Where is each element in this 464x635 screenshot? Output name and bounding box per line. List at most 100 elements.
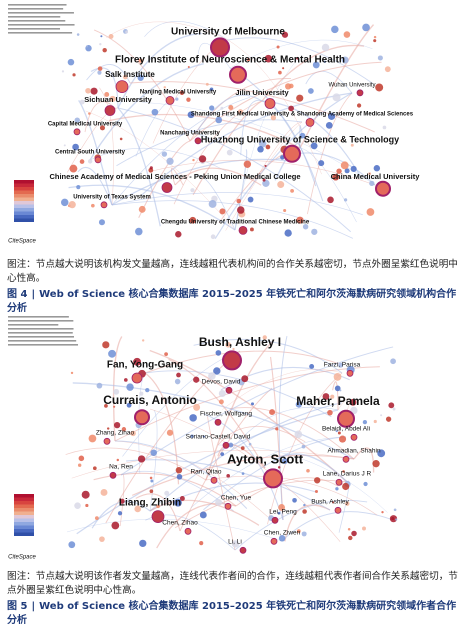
node-dot [384,66,391,73]
node [271,516,279,524]
node-dot [116,458,120,462]
edge [205,339,275,481]
node-dot [331,25,339,34]
header-line [8,8,64,10]
node-label: Ayton, Scott [227,451,304,466]
node-dot [303,503,306,507]
node-dot [232,347,235,351]
node-label: Lei, Peng [269,509,297,516]
node-dot [85,45,89,48]
node-label: Soriano-Castell, David [186,434,251,441]
node-dot [189,414,197,422]
legend-swatch [14,515,34,519]
node-dot [108,349,116,358]
node-dot [311,228,318,235]
node-dot [72,73,76,77]
edge [85,110,236,231]
node-dot [189,216,197,224]
node-dot [226,474,230,478]
node-dot [368,172,372,176]
node [184,527,192,535]
edge [149,349,348,483]
node-dot [96,382,103,389]
node [334,506,342,514]
legend-swatch [14,208,34,212]
node [210,37,230,58]
node-dot [193,403,201,411]
node [151,510,165,524]
node-dot [166,429,174,436]
node-dot [395,518,398,521]
node-dot [126,402,132,408]
node-dot [72,143,79,151]
node-dot [68,201,76,209]
node-dot [99,536,105,543]
node-dot [262,178,266,182]
node-dot [218,399,224,405]
node [214,418,222,426]
node-dot [302,224,309,230]
node [100,201,108,209]
node-label: University of Melbourne [171,27,285,38]
edge [67,107,119,173]
node-dot [150,479,154,483]
node-dot [338,435,347,443]
edge [193,338,343,374]
node-dot [113,388,120,395]
edge [144,372,180,485]
node [270,537,278,545]
node-dot [321,43,330,52]
node [283,144,301,163]
node-label: Farzi, Parisa [324,362,361,369]
node-dot [241,375,249,383]
node-dot [226,149,233,156]
node-dot [215,116,223,124]
node-dot [228,105,234,111]
node-dot [190,434,194,438]
node-dot [231,540,240,548]
node-dot [335,487,339,491]
node-dot [176,474,183,480]
node-label: Liang, Zhibin [119,498,181,509]
node-dot [161,151,168,157]
node [94,156,102,164]
node-label: Ran, Qitao [190,469,221,476]
header-line [8,344,79,346]
node-dot [277,181,285,189]
edge [299,147,357,223]
logo: CiteSpace [8,239,36,245]
node-label: Wuhan University [329,83,376,89]
figure-caption: 图 4 | Web of Science 核心合集数据库 2015–2025 年铁死… [7,288,459,316]
node-dot [277,511,281,515]
node-dot [179,496,185,501]
node-dot [133,357,142,366]
node-dot [281,458,288,464]
node-dot [275,427,279,431]
node-dot [284,229,292,237]
node [134,409,150,426]
node-dot [100,35,103,38]
edge [89,63,204,161]
node-dot [323,60,327,64]
legend-swatch [14,532,34,536]
node-dot [345,501,350,506]
node-dot [199,541,204,546]
edge [149,482,316,512]
edge [281,511,392,542]
node [131,372,143,384]
legend-swatch [14,194,34,198]
edge [168,358,266,469]
node-dot [156,504,160,509]
logo: CiteSpace [8,555,36,561]
node-dot [333,373,342,381]
node-dot [294,430,303,439]
legend-swatch [14,187,34,191]
node-label: Chen, Zihao [162,520,198,527]
node [225,386,233,394]
edge [112,336,123,442]
node-dot [175,97,179,101]
node-dot [113,421,121,429]
node-dot [347,528,351,531]
node-dot [388,402,395,409]
node-dot [74,502,81,509]
